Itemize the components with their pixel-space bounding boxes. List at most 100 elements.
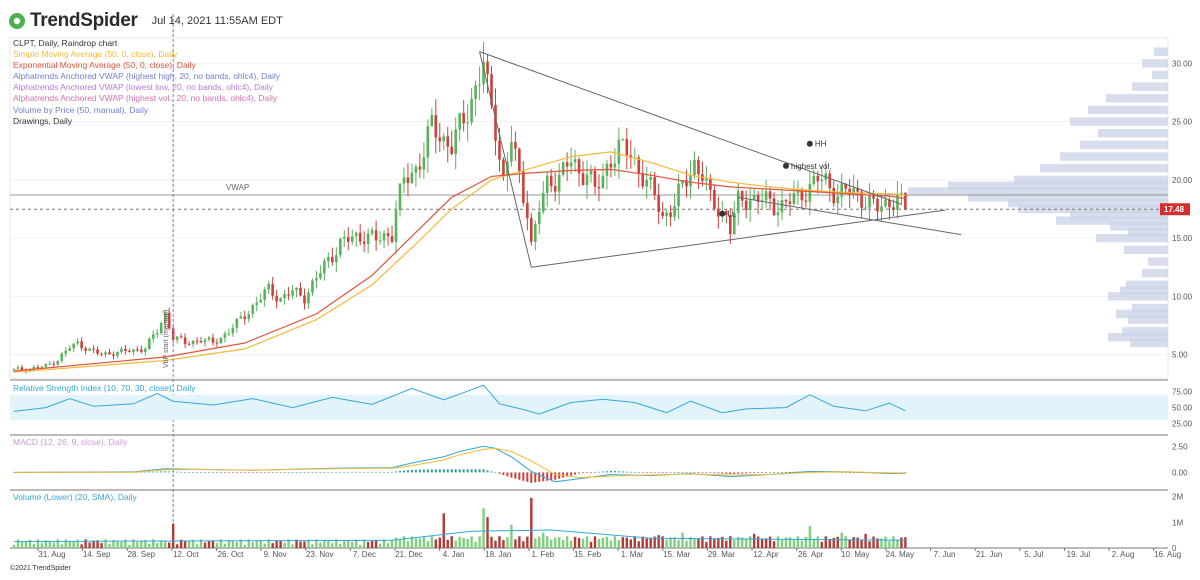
candle-body [553, 186, 557, 192]
hh-marker-label: HH [815, 140, 827, 149]
macd-histogram-bar [777, 472, 780, 473]
candle-body [661, 212, 664, 216]
header: TrendSpider Jul 14, 2021 11:55AM EDT [8, 8, 283, 34]
volume-bar [844, 536, 847, 548]
macd-histogram-bar [196, 472, 199, 473]
macd-histogram-bar [438, 469, 441, 473]
legend-item-sma[interactable]: Simple Moving Average (50, 0, close), Da… [13, 49, 178, 60]
macd-histogram-bar [231, 472, 234, 474]
volume-bar [872, 536, 875, 548]
legend-item-vwap-vol[interactable]: Alphatrends Anchored VWAP (highest vol.,… [13, 93, 278, 104]
candle-body [48, 363, 52, 365]
candle-body [728, 215, 732, 235]
volume-bar [136, 542, 139, 548]
candle-body [458, 113, 461, 130]
candle-body [832, 188, 836, 204]
volume-bar [362, 539, 366, 548]
candle-body [100, 353, 103, 355]
legend-item-vwap-low[interactable]: Alphatrends Anchored VWAP (lowest low, 2… [13, 82, 273, 93]
volume-bar [633, 536, 636, 548]
x-tick-label: 7. Jun [934, 550, 956, 559]
macd-histogram-bar [792, 471, 795, 473]
volume-bar [657, 535, 660, 548]
macd-histogram-bar [426, 469, 429, 473]
candle-body [112, 354, 115, 356]
volume-bar [756, 536, 760, 548]
candle-body [20, 367, 24, 370]
vbp-bar [1152, 70, 1168, 80]
volume-bar [446, 540, 449, 548]
x-tick-label: 14. Sep [83, 550, 111, 559]
macd-histogram-bar [414, 469, 417, 473]
candle-body [541, 192, 545, 212]
candle-body [60, 353, 64, 361]
volume-bar [816, 536, 820, 548]
volume-bar [183, 541, 187, 548]
volume-bar [255, 541, 258, 548]
volume-panel-label[interactable]: Volume (Lower) (20, SMA), Daily [13, 492, 137, 502]
macd-histogram-bar [653, 472, 656, 474]
volume-bar [904, 537, 907, 548]
volume-bar [315, 539, 318, 548]
macd-histogram-bar [697, 472, 700, 473]
volume-bar [896, 539, 899, 548]
macd-histogram-bar [164, 471, 167, 473]
macd-histogram-bar [275, 472, 278, 474]
macd-histogram-bar [530, 472, 533, 483]
legend-item-drawings[interactable]: Drawings, Daily [13, 115, 73, 126]
rsi-panel-label[interactable]: Relative Strength Index (10, 70, 30, clo… [13, 383, 196, 393]
legend-item-vwap-high[interactable]: Alphatrends Anchored VWAP (highest high,… [13, 71, 280, 82]
volume-bar [466, 538, 469, 548]
volume-bar [561, 539, 565, 548]
volume-bar [351, 541, 354, 548]
macd-histogram-bar [534, 472, 537, 483]
candle-body [876, 198, 879, 212]
macd-histogram-bar [243, 472, 246, 474]
macd-line [13, 445, 906, 483]
volume-bar [474, 541, 477, 548]
candle-body [744, 200, 748, 210]
legend-item-ema[interactable]: Exponential Moving Average (50, 0, close… [13, 60, 196, 71]
volume-bar [852, 537, 855, 548]
volume-bar [454, 540, 457, 548]
volume-bar [565, 536, 569, 548]
macd-histogram-bar [188, 472, 191, 473]
macd-histogram-bar [669, 472, 672, 474]
candle-body [147, 338, 151, 349]
volume-bar [347, 541, 350, 548]
macd-histogram-bar [649, 472, 652, 474]
candle-body [522, 171, 525, 203]
legend-item-symbol[interactable]: CLPT, Daily, Raindrop chart [13, 38, 118, 48]
candle-body [438, 137, 442, 142]
volume-bar [299, 541, 302, 548]
macd-histogram-bar [192, 472, 195, 473]
macd-histogram-bar [160, 471, 163, 473]
volume-bar [589, 541, 593, 548]
candle-body [163, 312, 167, 324]
x-tick-label: 12. Oct [173, 550, 200, 559]
candle-body [454, 129, 458, 154]
candle-body [681, 180, 684, 184]
macd-histogram-bar [359, 471, 362, 473]
candle-body [864, 207, 867, 209]
volume-bar [144, 539, 147, 548]
volume-bar [32, 543, 36, 548]
candle-body [904, 192, 907, 210]
candle-body [327, 256, 330, 261]
volume-bar [713, 538, 716, 548]
macd-histogram-bar [518, 472, 521, 480]
volume-bar [701, 536, 704, 548]
candle-body [295, 287, 298, 291]
candle-body [36, 367, 40, 369]
volume-bar [84, 539, 87, 548]
volume-bar [884, 536, 887, 548]
candle-body [92, 348, 95, 350]
volume-bar [434, 539, 438, 548]
volume-bar [800, 540, 804, 548]
legend-item-vbp[interactable]: Volume by Price (50, manual), Daily [13, 104, 149, 115]
macd-histogram-bar [586, 472, 589, 474]
volume-bar [601, 537, 605, 548]
macd-panel-label[interactable]: MACD (12, 26, 9, close), Daily [13, 437, 128, 447]
